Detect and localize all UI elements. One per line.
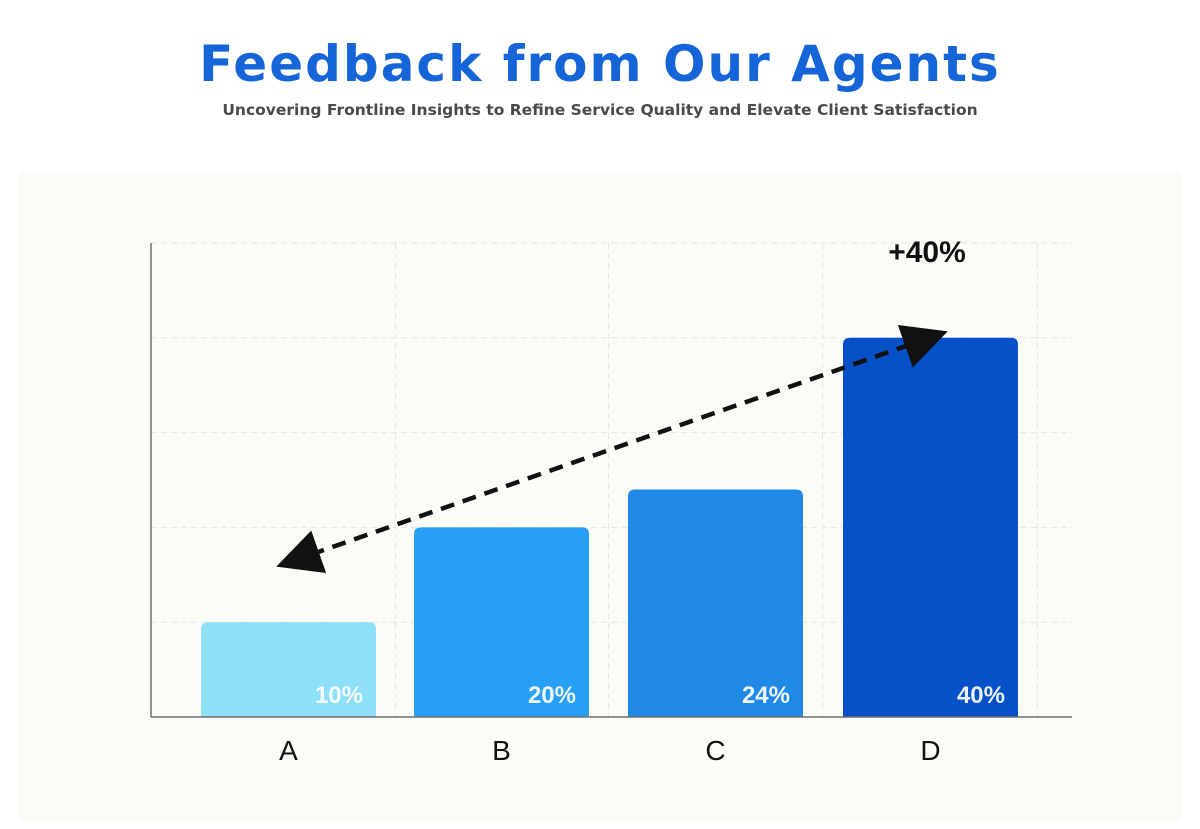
x-tick-label: A — [279, 735, 298, 766]
bar-b — [414, 527, 589, 717]
chart-subtitle: Uncovering Frontline Insights to Refine … — [222, 101, 978, 119]
x-tick-label: C — [705, 735, 725, 766]
bar-value-label: 20% — [528, 682, 576, 709]
x-tick-label: D — [920, 735, 940, 766]
growth-annotation-label: +40% — [888, 236, 966, 269]
chart-title: Feedback from Our Agents — [199, 35, 1001, 93]
x-tick-label: B — [492, 735, 511, 766]
bar-value-label: 24% — [742, 682, 790, 709]
bar-value-label: 10% — [315, 682, 363, 709]
bar-value-label: 40% — [957, 682, 1005, 709]
bar-d — [843, 337, 1018, 717]
bar-a — [201, 622, 376, 717]
growth-arrow — [276, 324, 948, 574]
